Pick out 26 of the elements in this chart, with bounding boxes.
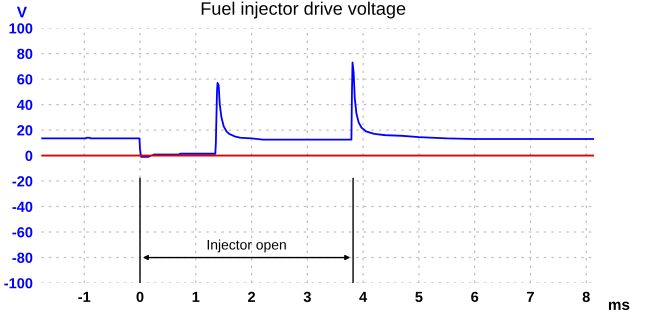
x-tick-label: -1 <box>78 292 90 302</box>
y-tick-label: 0 <box>25 150 32 161</box>
line-series <box>41 62 594 158</box>
y-tick-label: 20 <box>17 125 32 136</box>
annotation: Injector open <box>208 239 286 252</box>
x-tick-label: 7 <box>527 292 534 302</box>
x-axis-title: ms <box>608 302 630 310</box>
y-axis-title: V <box>16 6 27 18</box>
x-tick-label: 8 <box>582 292 590 302</box>
y-tick-label: 80 <box>17 48 32 60</box>
y-tick-label: -40 <box>12 202 32 212</box>
y-tick-label: -20 <box>12 176 32 186</box>
x-tick-label: 5 <box>415 292 423 302</box>
y-tick-label: -80 <box>12 252 32 263</box>
y-tick-label: 60 <box>17 74 32 85</box>
chart-title: Fuel injector drive voltage <box>202 2 406 18</box>
y-tick-label: -60 <box>12 227 32 238</box>
y-tick-label: 100 <box>10 23 32 34</box>
x-tick-label: 0 <box>136 292 144 302</box>
x-tick-label: 3 <box>304 292 311 302</box>
x-tick-label: 2 <box>248 292 256 302</box>
x-tick-label: 6 <box>471 292 478 302</box>
y-tick-label: -100 <box>4 278 32 288</box>
x-tick-label: 4 <box>359 292 368 302</box>
x-tick-label: 1 <box>192 292 200 302</box>
y-tick-label: 40 <box>16 100 32 110</box>
